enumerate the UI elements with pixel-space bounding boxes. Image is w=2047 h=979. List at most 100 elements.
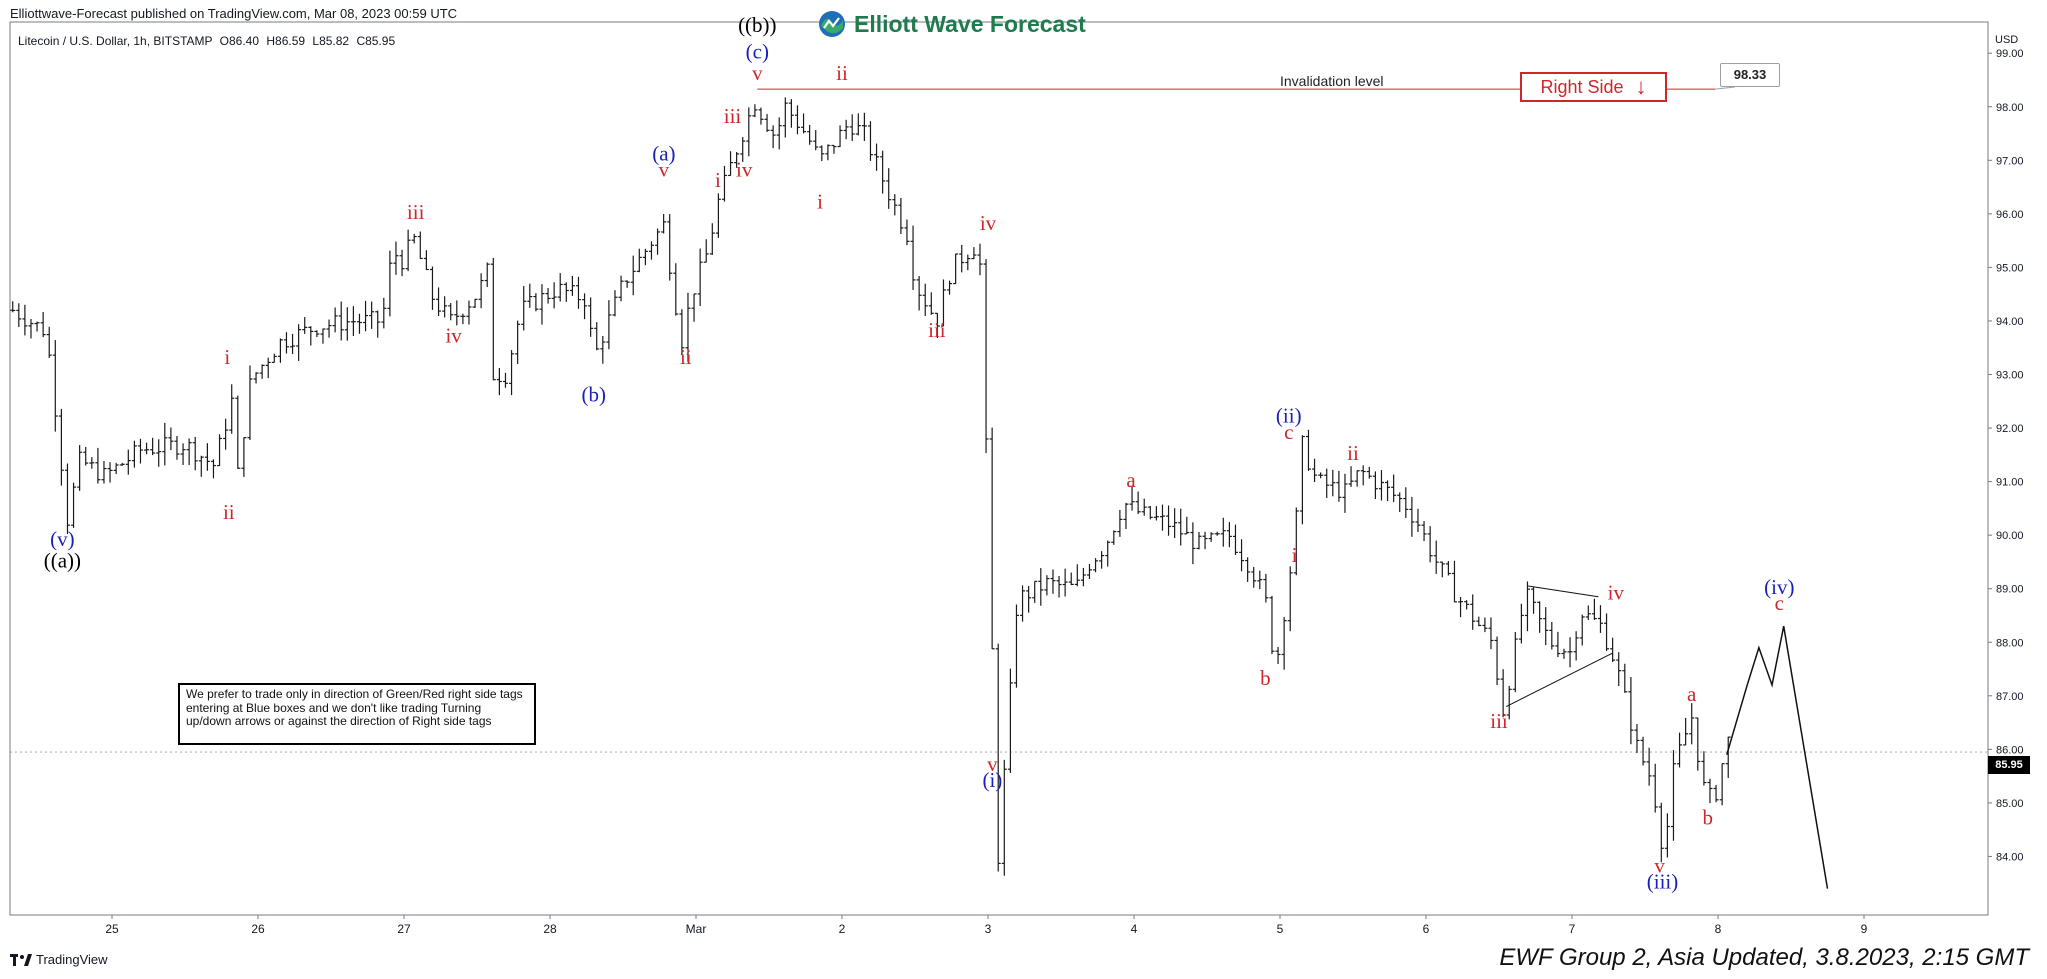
ohlc-bar <box>922 283 928 317</box>
annotation-lines: Invalidation level <box>10 73 1988 889</box>
ohlc-bar <box>1141 498 1147 516</box>
price-callout-line <box>1714 86 1736 90</box>
ohlc-bar <box>308 326 314 346</box>
ohlc-bar <box>1312 458 1318 483</box>
invalidation-price-tag: 98.33 <box>1720 63 1780 87</box>
ohlc-bar <box>928 292 934 315</box>
ohlc-bar <box>1056 575 1062 598</box>
ohlc-bar <box>1032 580 1038 603</box>
ohlc-bar <box>1524 581 1530 632</box>
ohlc-bar <box>1658 802 1664 863</box>
ohlc-bar <box>886 168 892 209</box>
ohlc-bar <box>1725 736 1731 778</box>
ohlc-bar <box>210 459 216 479</box>
ohlc-bar <box>229 384 235 434</box>
ohlc-bar <box>1579 614 1585 646</box>
ohlc-bar <box>1597 605 1603 633</box>
ohlc-bar <box>186 438 192 466</box>
ohlc-bar <box>1433 540 1439 574</box>
ohlc-bar <box>740 136 746 162</box>
brand-header: Elliott Wave Forecast <box>818 10 1086 38</box>
ohlc-bar <box>52 340 58 432</box>
ohlc-bar <box>1239 539 1245 572</box>
ohlc-close: C85.95 <box>356 34 396 48</box>
ohlc-bar <box>1500 669 1506 718</box>
y-tick-label: 94.00 <box>1996 316 2024 328</box>
plot-frame <box>9 21 1989 916</box>
ohlc-bar <box>728 151 734 177</box>
ohlc-bar <box>472 298 478 309</box>
wave-label: iv <box>736 157 753 181</box>
ohlc-bar <box>381 297 387 329</box>
wave-label: iv <box>445 323 462 347</box>
ohlc-bar <box>916 276 922 311</box>
ohlc-bar <box>1415 508 1421 532</box>
ohlc-bar <box>1007 668 1013 773</box>
ohlc-bar <box>1512 631 1518 693</box>
ohlc-bar <box>642 248 648 266</box>
tradingview-footer[interactable]: TradingView <box>10 952 108 967</box>
ohlc-bar <box>618 275 624 302</box>
ohlc-bar <box>563 282 569 302</box>
ohlc-bar <box>1470 594 1476 630</box>
wave-label: (c) <box>746 40 769 64</box>
ohlc-bar <box>1518 603 1524 644</box>
ohlc-bar <box>448 303 454 321</box>
ohlc-bar <box>1567 637 1573 668</box>
wave-label: (v) <box>50 527 75 551</box>
ohlc-bar <box>429 266 435 310</box>
y-tick-label: 99.00 <box>1996 48 2024 60</box>
ohlc-bar <box>1330 469 1336 497</box>
ohlc-bar <box>959 244 965 273</box>
wave-label: ((b)) <box>738 13 776 37</box>
ohlc-bar <box>788 99 794 128</box>
ohlc-bar <box>1263 573 1269 603</box>
ohlc-bar <box>1117 509 1123 537</box>
y-tick-label: 91.00 <box>1996 477 2024 489</box>
ohlc-bar <box>350 306 356 337</box>
ohlc-bar <box>442 296 448 318</box>
ohlc-bar <box>1464 600 1470 610</box>
ohlc-bar <box>1385 480 1391 502</box>
ohlc-bar <box>271 353 277 364</box>
ohlc-bar <box>1683 717 1689 746</box>
ohlc-bar <box>527 283 533 308</box>
ohlc-bar <box>612 290 618 317</box>
y-tick-label: 90.00 <box>1996 530 2024 542</box>
ohlc-bar <box>1038 568 1044 606</box>
wave-label: ii <box>223 500 235 524</box>
ohlc-open: O86.40 <box>219 34 260 48</box>
x-tick-label: Mar <box>686 922 707 936</box>
ohlc-bar <box>1397 492 1403 513</box>
ohlc-bar <box>125 449 131 475</box>
ohlc-bar <box>892 194 898 216</box>
triangle-line <box>1506 652 1614 707</box>
ohlc-bar <box>691 293 697 322</box>
ohlc-bar <box>880 150 886 194</box>
ohlc-bar <box>630 255 636 296</box>
ohlc-bar <box>387 250 393 317</box>
ohlc-bar <box>569 275 575 296</box>
ohlc-bar <box>174 436 180 460</box>
ohlc-bar <box>344 307 350 341</box>
ohlc-bar <box>1044 575 1050 596</box>
ohlc-bar <box>162 422 168 466</box>
ohlc-bar <box>101 461 107 484</box>
x-tick-label: 4 <box>1131 922 1138 936</box>
ohlc-bar <box>1226 522 1232 548</box>
ohlc-bar <box>1257 570 1263 590</box>
wave-label: (ii) <box>1276 404 1302 428</box>
ohlc-bar <box>1074 564 1080 587</box>
ohlc-bar <box>77 445 83 491</box>
ohlc-bar <box>320 328 326 344</box>
wave-label: ((a)) <box>44 548 81 572</box>
ohlc-bar <box>1409 496 1415 537</box>
ohlc-bar <box>1573 631 1579 661</box>
plot-border <box>9 21 1989 916</box>
tradingview-label: TradingView <box>36 952 108 967</box>
down-arrow-icon: ↓ <box>1635 74 1647 99</box>
ohlc-bar <box>1506 685 1512 720</box>
ohlc-bar <box>1670 750 1676 841</box>
wave-label: b <box>1260 666 1271 690</box>
